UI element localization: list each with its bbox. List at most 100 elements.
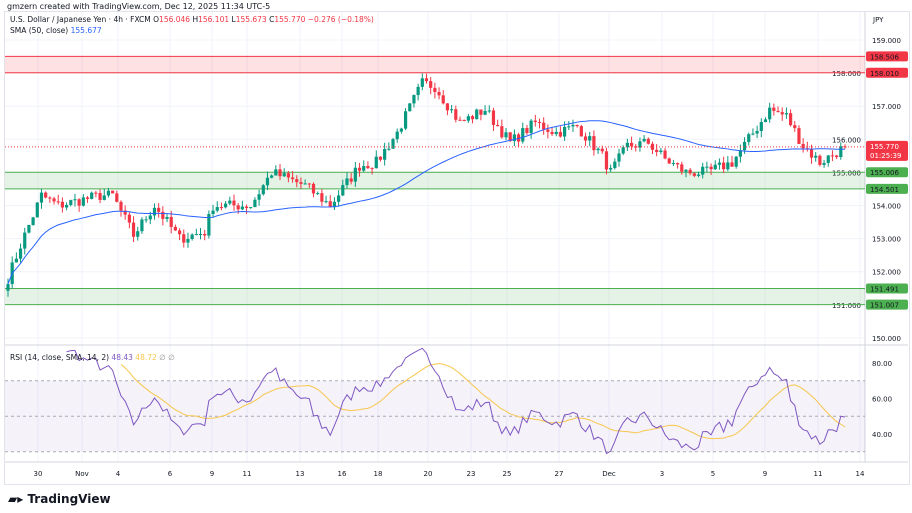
- zone-price-badge: [866, 299, 908, 310]
- candle-body: [558, 131, 563, 137]
- candle-body: [316, 193, 320, 195]
- zone-price-label: 151.007: [870, 302, 899, 310]
- candle-body: [161, 211, 165, 219]
- candle-body: [328, 201, 332, 208]
- candle-body: [793, 125, 797, 129]
- candle-body: [479, 109, 483, 115]
- candle-body: [571, 124, 575, 127]
- zone-price-badge: [866, 283, 908, 294]
- time-tick: 30: [34, 470, 43, 478]
- candle-body: [621, 147, 625, 154]
- candle-body: [684, 169, 688, 172]
- candle-body: [44, 192, 48, 198]
- rsi-sma-value: 48.72: [135, 353, 157, 362]
- candle-body: [550, 131, 554, 135]
- time-tick: 3: [660, 470, 664, 478]
- candle-body: [483, 110, 487, 115]
- candle-body: [228, 200, 232, 204]
- candle-body: [709, 166, 713, 170]
- rsi-sma-line: [120, 363, 846, 440]
- candle-body: [830, 155, 835, 157]
- candle-body: [391, 139, 395, 149]
- candle-body: [655, 149, 659, 152]
- candle-body: [286, 173, 290, 178]
- candle-body: [332, 201, 337, 208]
- high-label: H: [192, 15, 199, 24]
- close-label: C: [269, 15, 275, 24]
- candle-body: [412, 95, 416, 104]
- candle-body: [646, 138, 650, 144]
- price-tick: 154.000: [872, 203, 901, 211]
- candle-body: [416, 86, 420, 96]
- candle-body: [387, 148, 391, 150]
- candle-body: [512, 134, 516, 142]
- high-value: 156.101: [198, 15, 230, 24]
- candle-body: [186, 239, 190, 243]
- candle-body: [90, 192, 94, 199]
- time-tick: 9: [210, 470, 214, 478]
- candle-body: [311, 183, 316, 194]
- candle-body: [349, 178, 353, 182]
- logo-icon: ▰▸: [8, 492, 28, 506]
- tradingview-logo: ▰▸ TradingView: [8, 492, 111, 506]
- candle-body: [650, 143, 655, 150]
- candle-body: [462, 119, 466, 121]
- rsi-legend: RSI (14, close, SMA, 14, 2) 48.43 48.72 …: [10, 353, 175, 362]
- price-tick: 159.000: [872, 37, 901, 45]
- price-tick: 150.000: [872, 335, 901, 343]
- candle-body: [763, 119, 768, 123]
- candle-body: [408, 103, 412, 112]
- time-tick: Dec: [602, 470, 616, 478]
- candle-body: [136, 231, 140, 237]
- candle-body: [274, 169, 278, 176]
- candle-body: [659, 150, 663, 152]
- candle-body: [378, 156, 383, 160]
- candle-body: [617, 153, 621, 162]
- candle-body: [182, 234, 186, 243]
- candle-body: [470, 116, 475, 120]
- candle-body: [542, 122, 546, 130]
- last-price-badge: [866, 140, 908, 161]
- sma-value: 155.677: [70, 26, 102, 35]
- candle-body: [64, 204, 69, 208]
- open-value: 156.046: [159, 15, 191, 24]
- price-tick: 156.000: [832, 136, 861, 144]
- candle-body: [374, 156, 378, 169]
- price-tick: 157.000: [872, 103, 901, 111]
- candle-body: [696, 174, 701, 176]
- open-label: O: [153, 15, 160, 24]
- candle-body: [508, 132, 512, 142]
- zone-price-badge: [866, 67, 908, 78]
- candle-body: [203, 233, 207, 236]
- candle-body: [165, 216, 169, 219]
- sma-line: [7, 120, 846, 285]
- candle-body: [224, 203, 228, 208]
- candle-body: [738, 150, 742, 157]
- zone-price-label: 158.010: [870, 70, 899, 78]
- candle-body: [609, 167, 613, 170]
- time-tick: Nov: [75, 470, 89, 478]
- candle-body: [667, 158, 671, 164]
- candle-body: [357, 167, 362, 171]
- candle-body: [215, 207, 219, 211]
- zone-price-label: 154.501: [870, 186, 899, 194]
- candle-body: [85, 197, 90, 199]
- legend: U.S. Dollar / Japanese Yen · 4h · FXCM O…: [10, 14, 374, 36]
- candle-body: [23, 232, 27, 249]
- candle-body: [341, 185, 345, 196]
- candle-body: [600, 148, 604, 152]
- close-value: 155.770: [274, 15, 306, 24]
- candle-body: [69, 200, 73, 205]
- candle-body: [324, 201, 328, 203]
- candle-body: [362, 166, 366, 171]
- candle-body: [629, 142, 634, 147]
- candle-body: [140, 219, 144, 232]
- candle-body: [450, 109, 454, 111]
- last-price-label: 155.770: [870, 143, 899, 151]
- candle-body: [822, 162, 826, 165]
- candle-body: [295, 179, 299, 183]
- candle-body: [152, 207, 157, 216]
- zone-price-label: 158.506: [870, 53, 899, 61]
- candle-body: [625, 142, 629, 148]
